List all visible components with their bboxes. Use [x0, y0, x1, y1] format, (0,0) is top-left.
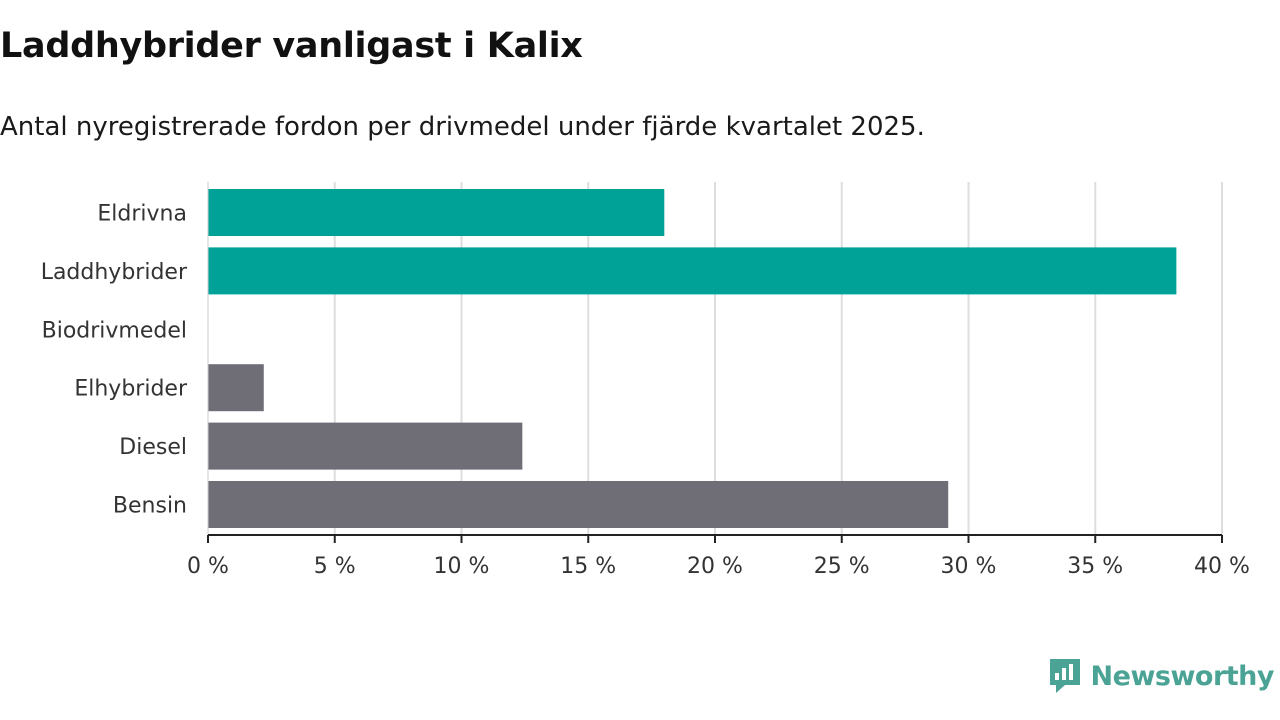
chart-subtitle: Antal nyregistrerade fordon per drivmede…: [0, 112, 925, 142]
chart-title: Laddhybrider vanligast i Kalix: [0, 26, 583, 66]
newsworthy-brand: Newsworthy: [1047, 656, 1275, 696]
category-label: Laddhybrider: [41, 260, 188, 285]
x-tick-label: 5 %: [314, 554, 356, 579]
newsworthy-logo-icon: [1049, 659, 1080, 693]
x-tick-label: 0 %: [187, 554, 229, 579]
category-label: Eldrivna: [97, 202, 187, 227]
x-tick-label: 40 %: [1194, 554, 1250, 579]
category-label: Diesel: [119, 435, 187, 460]
x-tick-label: 10 %: [434, 554, 490, 579]
bar: [208, 481, 949, 528]
bar: [208, 247, 1177, 295]
bar: [208, 364, 264, 412]
category-label: Elhybrider: [74, 377, 188, 402]
category-label: Bensin: [113, 494, 187, 519]
bar-chart: Eldrivna Laddhybrider Biodrivmedel Elhybrid…: [41, 182, 1250, 579]
x-tick-label: 20 %: [687, 554, 743, 579]
x-tick-label: 35 %: [1067, 554, 1123, 579]
bar: [208, 422, 523, 470]
x-tick-label: 15 %: [560, 554, 616, 579]
x-tick-label: 25 %: [814, 554, 870, 579]
brand-name: Newsworthy: [1090, 660, 1275, 692]
bar: [208, 189, 665, 236]
x-tick-label: 30 %: [941, 554, 997, 579]
category-label: Biodrivmedel: [42, 318, 187, 343]
